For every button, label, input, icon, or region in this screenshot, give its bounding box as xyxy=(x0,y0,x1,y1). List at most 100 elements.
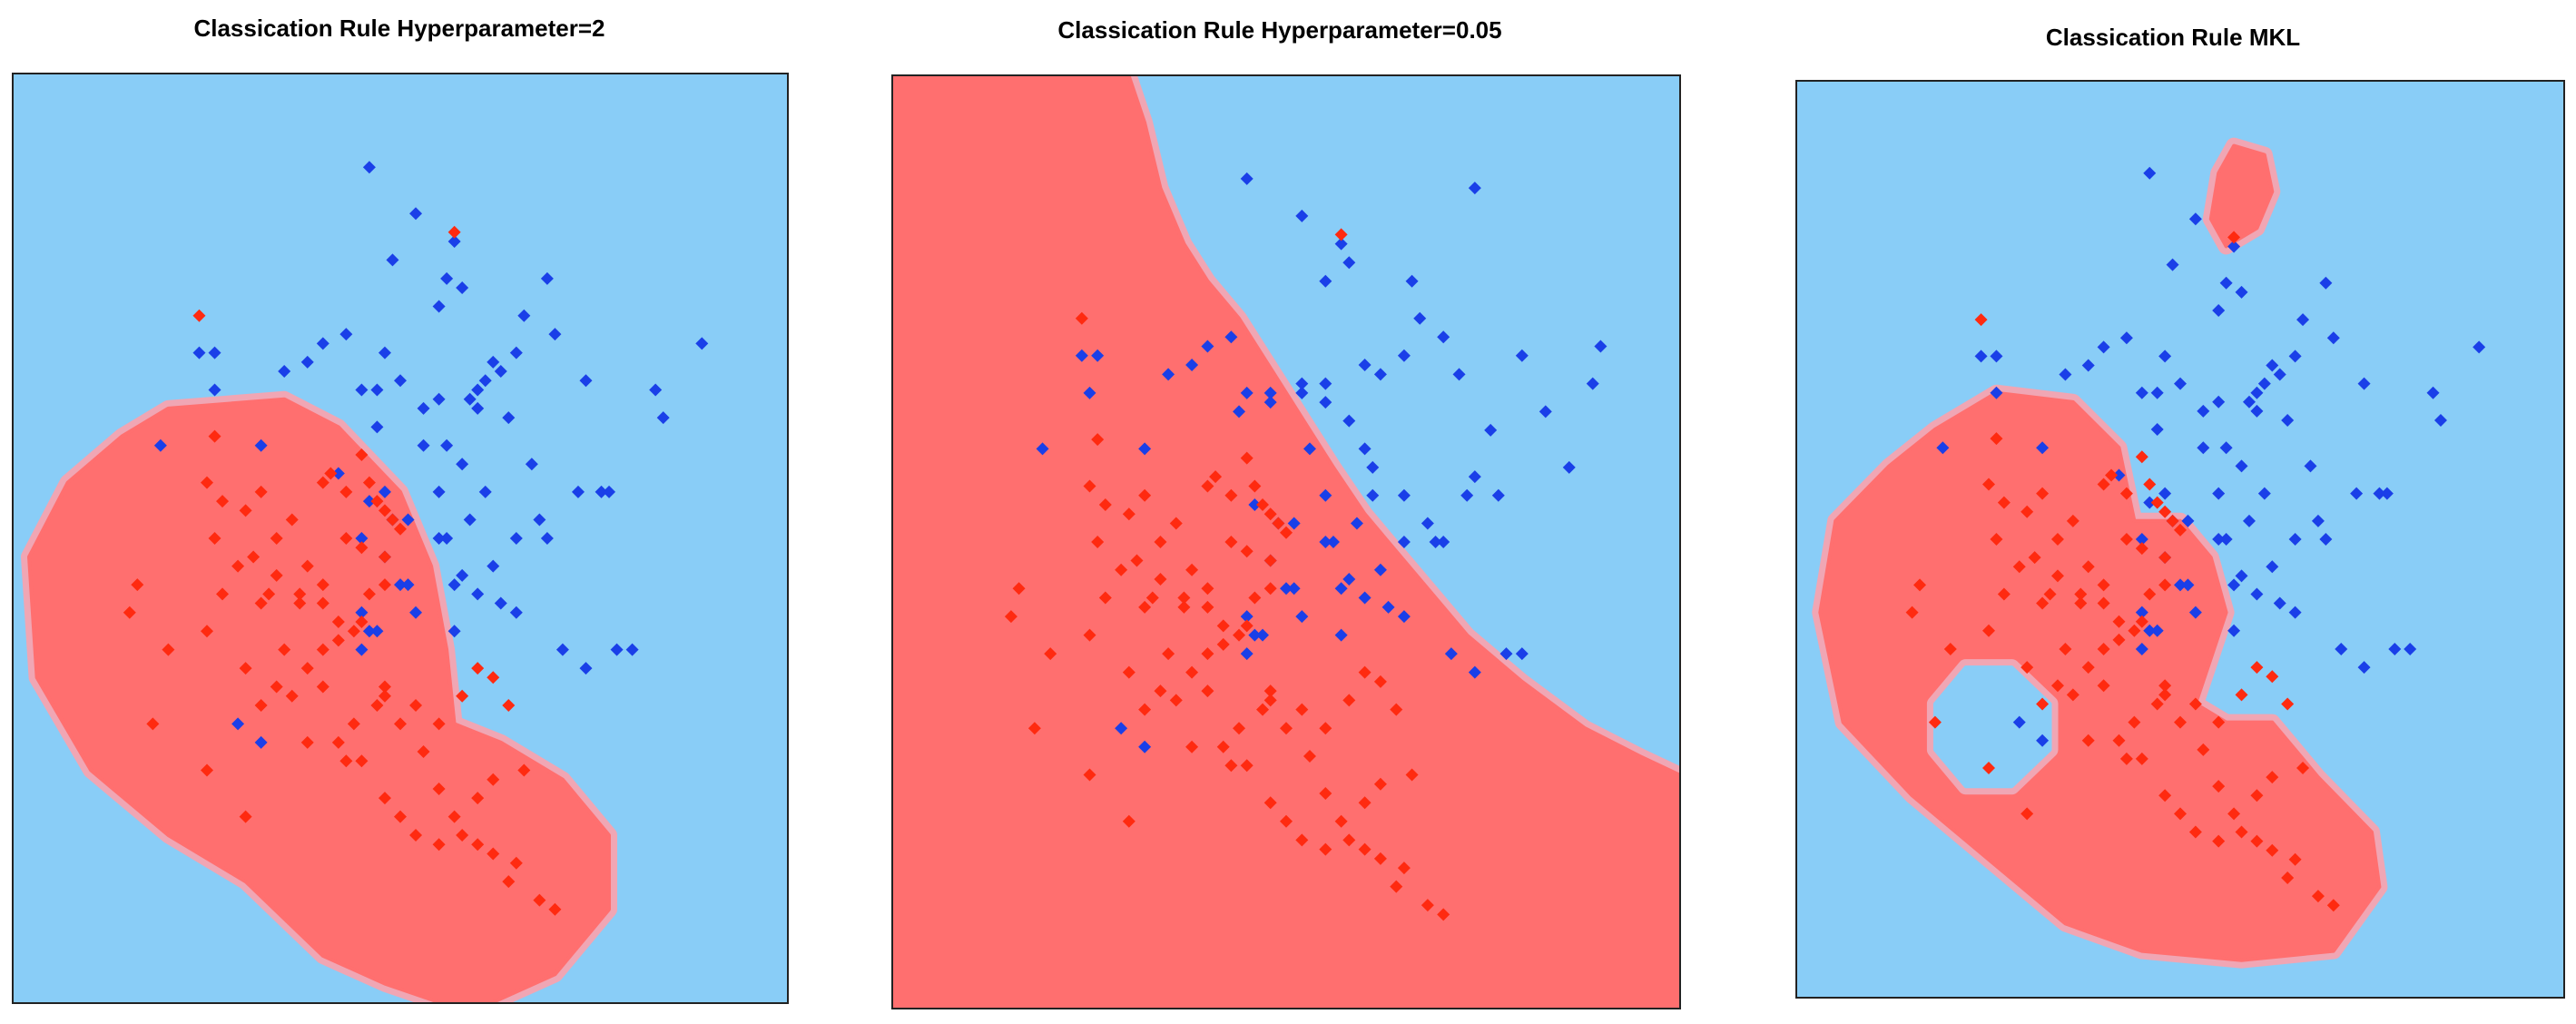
data-point xyxy=(1397,536,1411,548)
data-point xyxy=(2112,633,2126,646)
data-point xyxy=(1413,311,1427,325)
data-point xyxy=(1272,517,1285,530)
data-point xyxy=(1491,488,1505,502)
data-point xyxy=(378,792,391,805)
data-point xyxy=(394,810,407,823)
data-point xyxy=(447,578,461,592)
data-point xyxy=(2128,624,2141,637)
data-point xyxy=(2066,514,2079,527)
data-point xyxy=(417,438,430,452)
data-point xyxy=(201,476,213,489)
data-point xyxy=(293,596,307,610)
data-point xyxy=(2112,468,2126,482)
data-point xyxy=(1263,396,1277,409)
data-point xyxy=(1044,647,1057,661)
data-point xyxy=(2311,890,2325,903)
data-point xyxy=(509,532,523,545)
data-point xyxy=(2266,771,2279,784)
data-point xyxy=(1098,591,1112,605)
data-point xyxy=(339,532,353,545)
data-point xyxy=(1240,759,1254,773)
data-point xyxy=(293,587,307,601)
data-point xyxy=(487,559,500,573)
panel-2: Classication Rule Hyperparameter=0.05 xyxy=(853,0,1706,1024)
data-point xyxy=(2212,487,2226,500)
data-point xyxy=(603,485,616,498)
data-point xyxy=(2473,340,2486,354)
data-point xyxy=(1390,703,1403,716)
data-point xyxy=(2373,487,2386,500)
data-point xyxy=(2158,578,2172,592)
data-point xyxy=(1177,600,1191,614)
data-point xyxy=(2335,642,2348,655)
data-point xyxy=(1405,274,1419,288)
data-point xyxy=(300,662,314,675)
data-point xyxy=(2166,258,2179,271)
data-point xyxy=(2158,487,2172,500)
data-point xyxy=(2020,505,2034,518)
data-point xyxy=(1295,377,1309,390)
data-point xyxy=(355,615,369,628)
data-point xyxy=(502,875,516,889)
data-point xyxy=(1083,479,1096,493)
data-point xyxy=(1263,684,1277,698)
data-point xyxy=(1091,349,1105,362)
data-point xyxy=(201,625,213,638)
data-point xyxy=(556,643,569,656)
data-point xyxy=(1397,488,1411,502)
data-point xyxy=(2059,642,2072,655)
data-point xyxy=(162,643,175,656)
data-point xyxy=(1326,536,1340,548)
data-point xyxy=(146,717,160,731)
data-point xyxy=(695,337,709,350)
data-point xyxy=(331,615,345,628)
data-point xyxy=(2174,523,2187,537)
data-point xyxy=(1075,311,1088,325)
data-point xyxy=(208,346,221,359)
data-point xyxy=(487,773,500,786)
data-point xyxy=(2188,697,2202,711)
data-point xyxy=(1358,842,1372,856)
data-point xyxy=(1177,591,1191,605)
data-point xyxy=(285,513,299,527)
data-point xyxy=(270,532,283,545)
data-point xyxy=(1169,694,1183,707)
data-point xyxy=(1122,507,1136,521)
data-point xyxy=(1036,442,1049,456)
data-point xyxy=(1201,600,1214,614)
data-point xyxy=(192,346,206,359)
data-point xyxy=(2012,715,2026,729)
data-point xyxy=(1390,880,1403,893)
data-point xyxy=(1263,507,1277,521)
data-point xyxy=(1990,350,2003,363)
data-point xyxy=(1162,647,1175,661)
data-point xyxy=(2235,825,2248,839)
data-point xyxy=(1342,833,1356,847)
data-point xyxy=(2158,789,2172,802)
data-point xyxy=(2357,661,2371,674)
data-point xyxy=(1562,460,1576,474)
data-point xyxy=(1515,647,1529,661)
data-point xyxy=(2112,615,2126,628)
data-point xyxy=(339,485,353,498)
data-point xyxy=(2174,578,2187,592)
data-point xyxy=(2020,807,2034,821)
data-point xyxy=(2097,642,2110,655)
data-point xyxy=(2135,533,2148,546)
data-point xyxy=(440,532,454,545)
data-point xyxy=(409,606,423,619)
data-point xyxy=(2097,340,2110,354)
data-point xyxy=(2174,715,2187,729)
data-point xyxy=(2097,478,2110,491)
data-point xyxy=(2166,514,2179,527)
data-point xyxy=(1091,433,1105,447)
data-point xyxy=(1295,703,1309,716)
data-point xyxy=(378,550,391,564)
data-point xyxy=(1373,563,1387,576)
data-point xyxy=(447,810,461,823)
data-point xyxy=(2036,596,2050,610)
panel-3-title: Classication Rule MKL xyxy=(2045,24,2301,51)
data-point xyxy=(2242,395,2256,409)
data-point xyxy=(456,458,469,471)
data-point xyxy=(1256,497,1270,511)
